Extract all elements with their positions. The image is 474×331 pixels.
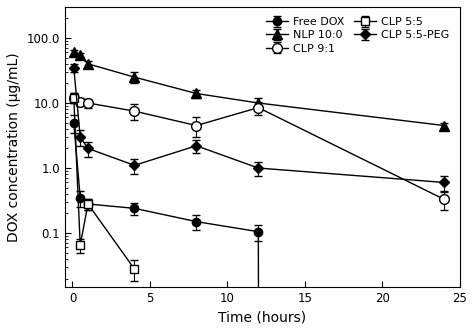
Legend: Free DOX, NLP 10:0, CLP 9:1, CLP 5:5, CLP 5:5-PEG: Free DOX, NLP 10:0, CLP 9:1, CLP 5:5, CL… — [261, 13, 454, 58]
X-axis label: Time (hours): Time (hours) — [218, 310, 306, 324]
Y-axis label: DOX concentration (μg/mL): DOX concentration (μg/mL) — [7, 52, 21, 242]
